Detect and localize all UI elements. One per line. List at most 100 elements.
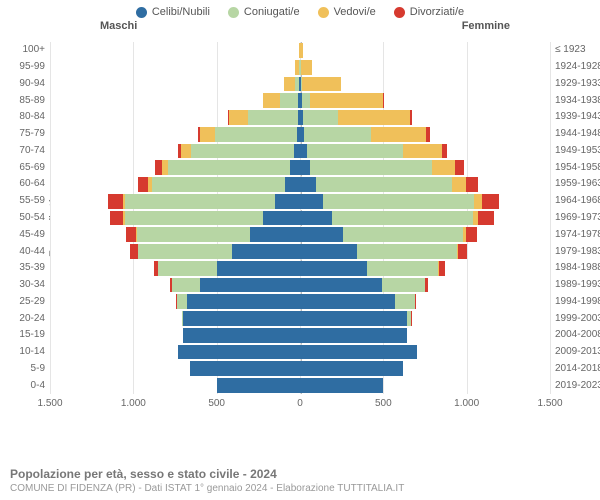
bar-segment xyxy=(482,194,499,209)
birth-tick: 2009-2013 xyxy=(555,347,600,357)
pyramid-row xyxy=(50,77,550,92)
bar-segment xyxy=(300,361,403,376)
female-bar xyxy=(300,227,477,242)
male-bar xyxy=(154,261,300,276)
bar-segment xyxy=(343,227,463,242)
female-bar xyxy=(300,177,478,192)
birth-tick: 1969-1973 xyxy=(555,213,600,223)
x-tick: 1.000 xyxy=(121,398,146,409)
birth-tick: 1984-1988 xyxy=(555,263,600,273)
male-bar xyxy=(263,93,300,108)
chart-subtitle: COMUNE DI FIDENZA (PR) - Dati ISTAT 1° g… xyxy=(10,483,590,494)
male-bar xyxy=(198,127,300,142)
bar-segment xyxy=(426,127,430,142)
legend-swatch xyxy=(318,7,329,18)
pyramid-row xyxy=(50,127,550,142)
age-tick: 95-99 xyxy=(5,62,45,72)
pyramid-row xyxy=(50,211,550,226)
pyramid-row xyxy=(50,60,550,75)
age-tick: 70-74 xyxy=(5,146,45,156)
pyramid-row xyxy=(50,110,550,125)
pyramid-row xyxy=(50,328,550,343)
age-tick: 0-4 xyxy=(5,381,45,391)
x-tick: 500 xyxy=(208,398,225,409)
legend-label: Divorziati/e xyxy=(410,6,464,18)
female-bar xyxy=(300,278,428,293)
pyramid-row xyxy=(50,311,550,326)
bar-segment xyxy=(425,278,428,293)
bar-segment xyxy=(478,211,494,226)
bar-segment xyxy=(442,144,448,159)
legend-item: Vedovi/e xyxy=(318,6,376,18)
bar-segment xyxy=(300,244,357,259)
bar-segment xyxy=(285,177,300,192)
bar-segment xyxy=(190,361,300,376)
age-tick: 40-44 xyxy=(5,247,45,257)
footer: Popolazione per età, sesso e stato civil… xyxy=(10,467,590,494)
legend-label: Coniugati/e xyxy=(244,6,300,18)
male-bar xyxy=(183,328,300,343)
birth-tick: 1979-1983 xyxy=(555,247,600,257)
female-bar xyxy=(300,160,464,175)
bar-segment xyxy=(290,160,300,175)
bar-segment xyxy=(152,177,285,192)
y-axis-left: 100+95-9990-9485-8980-8475-7970-7465-696… xyxy=(5,42,45,394)
bar-segment xyxy=(168,160,290,175)
age-tick: 50-54 xyxy=(5,213,45,223)
bar-segment xyxy=(284,77,295,92)
female-bar xyxy=(300,345,417,360)
birth-tick: 1934-1938 xyxy=(555,96,600,106)
bar-segment xyxy=(300,43,303,58)
bar-segment xyxy=(310,93,383,108)
bar-segment xyxy=(300,144,307,159)
bar-segment xyxy=(191,144,294,159)
bar-segment xyxy=(217,261,300,276)
pyramid-row xyxy=(50,194,550,209)
x-tick: 0 xyxy=(297,398,303,409)
bar-segment xyxy=(439,261,445,276)
bar-segment xyxy=(215,127,297,142)
bar-segment xyxy=(455,160,464,175)
female-bar xyxy=(300,361,403,376)
male-bar xyxy=(284,77,300,92)
age-tick: 25-29 xyxy=(5,297,45,307)
male-bar xyxy=(228,110,300,125)
female-bar xyxy=(300,127,430,142)
male-bar xyxy=(178,345,300,360)
male-bar xyxy=(170,278,300,293)
female-bar xyxy=(300,378,383,393)
birth-tick: 2004-2008 xyxy=(555,330,600,340)
bar-segment xyxy=(155,160,162,175)
bar-segment xyxy=(383,93,384,108)
legend-label: Celibi/Nubili xyxy=(152,6,210,18)
pyramid-row xyxy=(50,278,550,293)
male-bar xyxy=(155,160,300,175)
birth-tick: 1974-1978 xyxy=(555,230,600,240)
birth-tick: 1954-1958 xyxy=(555,163,600,173)
female-bar xyxy=(300,311,411,326)
bar-segment xyxy=(275,194,300,209)
bar-segment xyxy=(466,177,479,192)
gridline xyxy=(550,42,551,394)
age-tick: 10-14 xyxy=(5,347,45,357)
pyramid-row xyxy=(50,294,550,309)
bar-segment xyxy=(229,110,247,125)
female-bar xyxy=(300,211,494,226)
birth-tick: 1939-1943 xyxy=(555,112,600,122)
bar-segment xyxy=(382,278,425,293)
bar-segment xyxy=(181,144,191,159)
birth-tick: 1994-1998 xyxy=(555,297,600,307)
male-bar xyxy=(190,361,300,376)
birth-tick: 1964-1968 xyxy=(555,196,600,206)
bar-segment xyxy=(200,127,215,142)
birth-tick: 1924-1928 xyxy=(555,62,600,72)
birth-tick: 1959-1963 xyxy=(555,179,600,189)
female-bar xyxy=(300,43,303,58)
female-bar xyxy=(300,110,412,125)
bar-segment xyxy=(316,177,453,192)
birth-tick: 2019-2023 xyxy=(555,381,600,391)
bar-segment xyxy=(263,93,280,108)
bar-segment xyxy=(300,311,407,326)
bar-segment xyxy=(300,211,332,226)
bar-segment xyxy=(177,294,187,309)
